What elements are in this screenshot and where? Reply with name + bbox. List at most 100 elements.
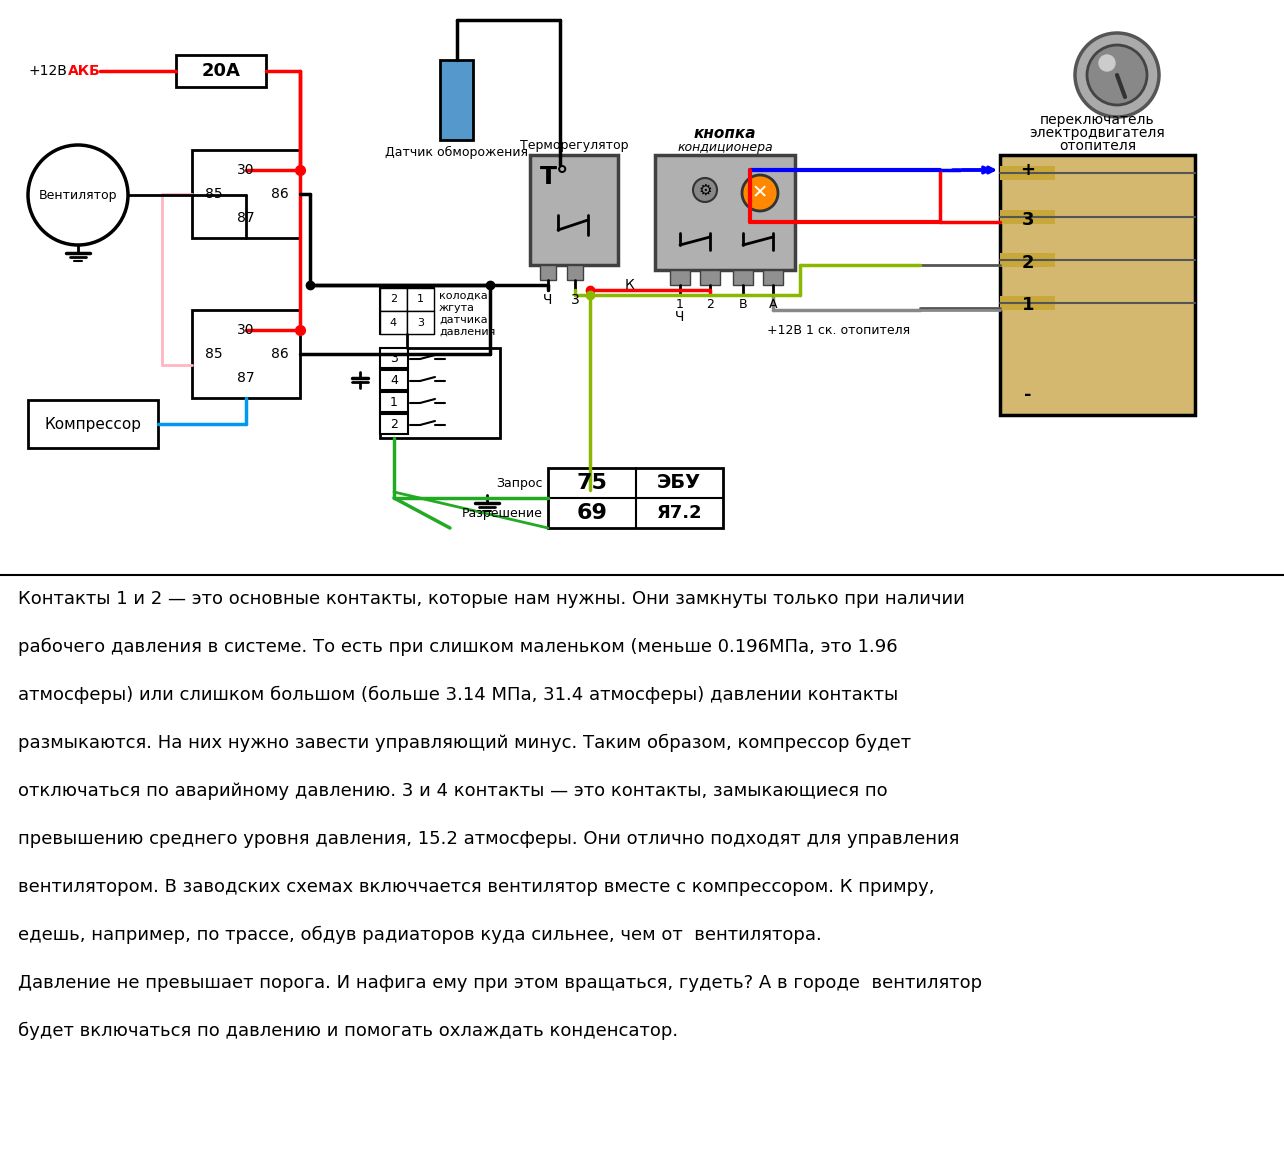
Circle shape <box>28 144 128 245</box>
Bar <box>193 310 300 398</box>
Text: вентилятором. В заводских схемах включчается вентилятор вместе с компрессором. К: вентилятором. В заводских схемах включча… <box>18 879 935 896</box>
Text: 4: 4 <box>390 318 397 327</box>
Text: колодка: колодка <box>439 291 488 301</box>
Bar <box>1000 166 1055 180</box>
Bar <box>28 400 158 449</box>
Text: Вентилятор: Вентилятор <box>39 188 117 201</box>
Text: Ч: Ч <box>543 292 552 307</box>
Text: электродвигателя: электродвигателя <box>1030 126 1166 140</box>
Bar <box>568 265 583 280</box>
Bar <box>380 311 407 334</box>
Text: Запрос: Запрос <box>497 476 543 489</box>
Text: 75: 75 <box>577 473 607 492</box>
Bar <box>176 55 266 87</box>
Bar <box>655 155 795 271</box>
Bar <box>440 60 473 140</box>
Bar <box>1000 253 1055 267</box>
Text: отключаться по аварийному давлению. 3 и 4 контакты — это контакты, замыкающиеся : отключаться по аварийному давлению. 3 и … <box>18 781 887 800</box>
Bar <box>380 348 408 368</box>
Text: будет включаться по давлению и помогать охлаждать конденсатор.: будет включаться по давлению и помогать … <box>18 1022 678 1040</box>
Bar <box>541 265 556 280</box>
Bar <box>763 271 783 286</box>
Text: 2: 2 <box>390 417 398 430</box>
Text: 2: 2 <box>390 295 397 304</box>
Text: 20А: 20А <box>202 62 240 80</box>
Text: ЭБУ: ЭБУ <box>657 474 701 492</box>
Text: 87: 87 <box>238 371 254 385</box>
Text: жгута: жгута <box>439 303 475 313</box>
Text: Разрешение: Разрешение <box>462 506 543 519</box>
Text: размыкаются. На них нужно завести управляющий минус. Таким образом, компрессор б: размыкаются. На них нужно завести управл… <box>18 734 912 753</box>
Text: 2: 2 <box>706 298 714 311</box>
Bar <box>548 468 723 528</box>
Text: +12В 1 ск. отопителя: +12В 1 ск. отопителя <box>767 324 910 336</box>
Bar <box>380 288 434 334</box>
Text: Ч: Ч <box>675 310 684 324</box>
Circle shape <box>1075 34 1159 117</box>
Text: переключатель: переключатель <box>1040 113 1154 127</box>
Text: кнопка: кнопка <box>693 126 756 141</box>
Text: Давление не превышает порога. И нафига ему при этом вращаться, гудеть? А в город: Давление не превышает порога. И нафига е… <box>18 975 982 992</box>
Text: превышению среднего уровня давления, 15.2 атмосферы. Они отлично подходят для уп: превышению среднего уровня давления, 15.… <box>18 830 959 849</box>
Text: Я7.2: Я7.2 <box>656 504 702 523</box>
Text: +12В: +12В <box>28 64 67 77</box>
Text: 69: 69 <box>577 503 607 523</box>
Text: 30: 30 <box>238 323 254 338</box>
Text: кондиционера: кондиционера <box>677 141 773 154</box>
Text: Контакты 1 и 2 — это основные контакты, которые нам нужны. Они замкнуты только п: Контакты 1 и 2 — это основные контакты, … <box>18 590 964 608</box>
Text: АКБ: АКБ <box>68 64 100 77</box>
Circle shape <box>693 178 716 202</box>
Text: давления: давления <box>439 327 496 338</box>
Bar <box>1000 296 1055 310</box>
Text: 3: 3 <box>390 351 398 364</box>
Text: T°: T° <box>541 165 570 188</box>
Circle shape <box>1088 45 1147 105</box>
Text: Компрессор: Компрессор <box>45 416 141 431</box>
Bar <box>407 288 434 311</box>
Text: 86: 86 <box>271 347 289 361</box>
Bar <box>407 311 434 334</box>
Text: датчика: датчика <box>439 314 488 325</box>
Bar <box>380 348 499 438</box>
Bar <box>380 414 408 434</box>
Bar <box>380 392 408 412</box>
Bar <box>670 271 690 286</box>
Circle shape <box>1099 55 1115 71</box>
Bar <box>1000 155 1195 415</box>
Text: рабочего давления в системе. То есть при слишком маленьком (меньше 0.196МПа, это: рабочего давления в системе. То есть при… <box>18 638 898 657</box>
Text: 87: 87 <box>238 212 254 225</box>
Bar <box>700 271 720 286</box>
Bar <box>530 155 618 265</box>
Text: 1: 1 <box>1022 296 1034 314</box>
Text: 1: 1 <box>390 395 398 408</box>
Text: Датчик обморожения: Датчик обморожения <box>385 146 528 158</box>
Text: Терморегулятор: Терморегулятор <box>520 139 628 151</box>
Circle shape <box>742 175 778 212</box>
Text: 86: 86 <box>271 187 289 201</box>
Bar <box>1000 210 1055 224</box>
Text: атмосферы) или слишком большом (больше 3.14 МПа, 31.4 атмосферы) давлении контак: атмосферы) или слишком большом (больше 3… <box>18 686 899 704</box>
Text: +: + <box>1021 161 1035 179</box>
Text: В: В <box>738 298 747 311</box>
Text: К: К <box>625 277 634 292</box>
Text: А: А <box>769 298 777 311</box>
Text: 4: 4 <box>390 373 398 386</box>
Bar <box>733 271 752 286</box>
Text: 30: 30 <box>238 163 254 177</box>
Bar <box>380 288 407 311</box>
Text: -: - <box>1025 386 1032 403</box>
Text: 85: 85 <box>205 187 223 201</box>
Text: 3: 3 <box>1022 212 1034 229</box>
Text: ✕: ✕ <box>752 184 768 202</box>
Bar <box>380 370 408 390</box>
Text: 85: 85 <box>205 347 223 361</box>
Text: ⚙: ⚙ <box>698 183 711 198</box>
Text: едешь, например, по трассе, обдув радиаторов куда сильнее, чем от  вентилятора.: едешь, например, по трассе, обдув радиат… <box>18 926 822 944</box>
Text: отопителя: отопителя <box>1059 139 1136 153</box>
Text: 3: 3 <box>570 292 579 307</box>
Text: 1: 1 <box>417 295 424 304</box>
Bar <box>193 150 300 238</box>
Text: 1: 1 <box>677 298 684 311</box>
Text: 2: 2 <box>1022 254 1034 272</box>
Text: 3: 3 <box>417 318 424 327</box>
